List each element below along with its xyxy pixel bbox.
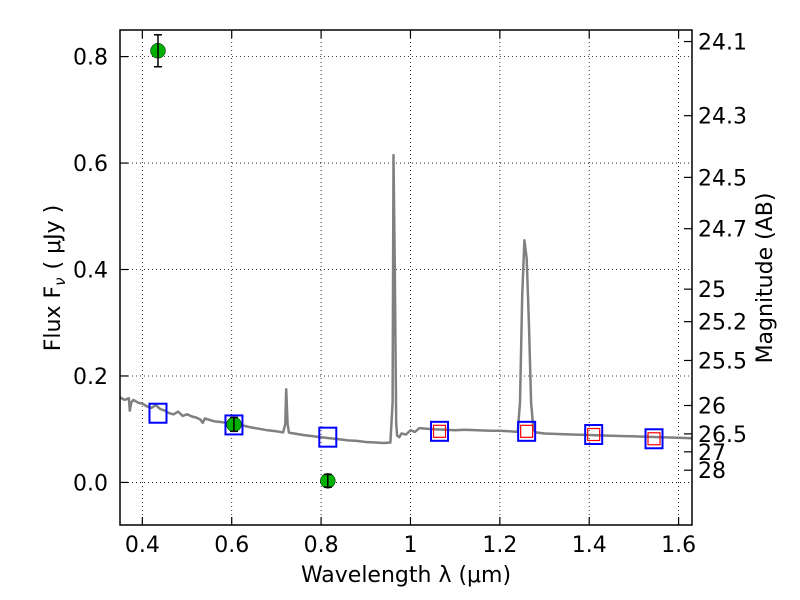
x-tick-label: 0.4: [125, 533, 160, 558]
right-tick-label: 24.5: [698, 166, 747, 191]
upper-limit-point: [520, 424, 534, 438]
model-photometry-point: [644, 428, 664, 450]
y-tick-label: 0.6: [73, 152, 108, 177]
right-tick-label: 26: [698, 395, 726, 420]
y-tick-label: 0.8: [73, 46, 108, 71]
y-axis-label: Flux Fν ( μJy ): [41, 205, 69, 351]
x-tick-label: 1.4: [572, 533, 607, 558]
model-photometry-point: [148, 402, 168, 424]
right-axis-label: Magnitude (AB): [753, 193, 778, 364]
right-tick-label: 26.5: [698, 423, 747, 448]
y-tick-label: 0.4: [73, 259, 108, 284]
right-tick-label: 24.3: [698, 105, 747, 130]
x-tick-label: 1.2: [482, 533, 517, 558]
x-tick-label: 1: [403, 533, 417, 558]
right-tick-label: 24.1: [698, 31, 747, 56]
model-photometry-point: [430, 420, 450, 442]
plot-frame: [119, 29, 693, 526]
y-axis-label-sub: ν: [51, 277, 69, 285]
x-tick-label: 0.6: [214, 533, 249, 558]
y-axis-label-unit: ( μJy ): [41, 205, 66, 270]
right-tick-label: 24.7: [698, 218, 747, 243]
plot-area: [119, 34, 693, 489]
grid-lines: [120, 30, 692, 525]
upper-limit-point: [587, 427, 601, 442]
model-photometry-point: [517, 420, 537, 442]
right-tick-label: 27: [698, 441, 726, 466]
right-axis-label-group: Magnitude (AB): [753, 193, 778, 364]
model-spectrum-line: [119, 153, 693, 445]
right-tick-label: 28: [698, 459, 726, 484]
y-axis-label-flux: Flux F: [41, 286, 66, 351]
upper-limit-point: [647, 432, 661, 446]
y-axis-label-group: Flux Fν ( μJy ): [41, 205, 69, 351]
right-tick-label: 25.5: [698, 349, 747, 374]
x-tick-label: 1.6: [661, 533, 696, 558]
x-axis-label: Wavelength λ (μm): [301, 563, 511, 588]
right-tick-label: 25: [698, 278, 726, 303]
y-tick-label: 0.0: [73, 471, 108, 496]
upper-limit-point: [432, 424, 447, 438]
model-photometry-point: [224, 414, 244, 436]
model-photometry-point: [584, 424, 604, 446]
y-tick-label: 0.2: [73, 365, 108, 390]
x-tick-label: 0.8: [304, 533, 339, 558]
right-tick-label: 25.2: [698, 311, 747, 336]
axis-ticks: 0.4 0.6 0.8 1 1.2 1.4 1.6 0.0 0.2 0.4 0.6 0.8 24.1 24…: [73, 30, 747, 558]
model-photometry-point: [318, 426, 338, 448]
